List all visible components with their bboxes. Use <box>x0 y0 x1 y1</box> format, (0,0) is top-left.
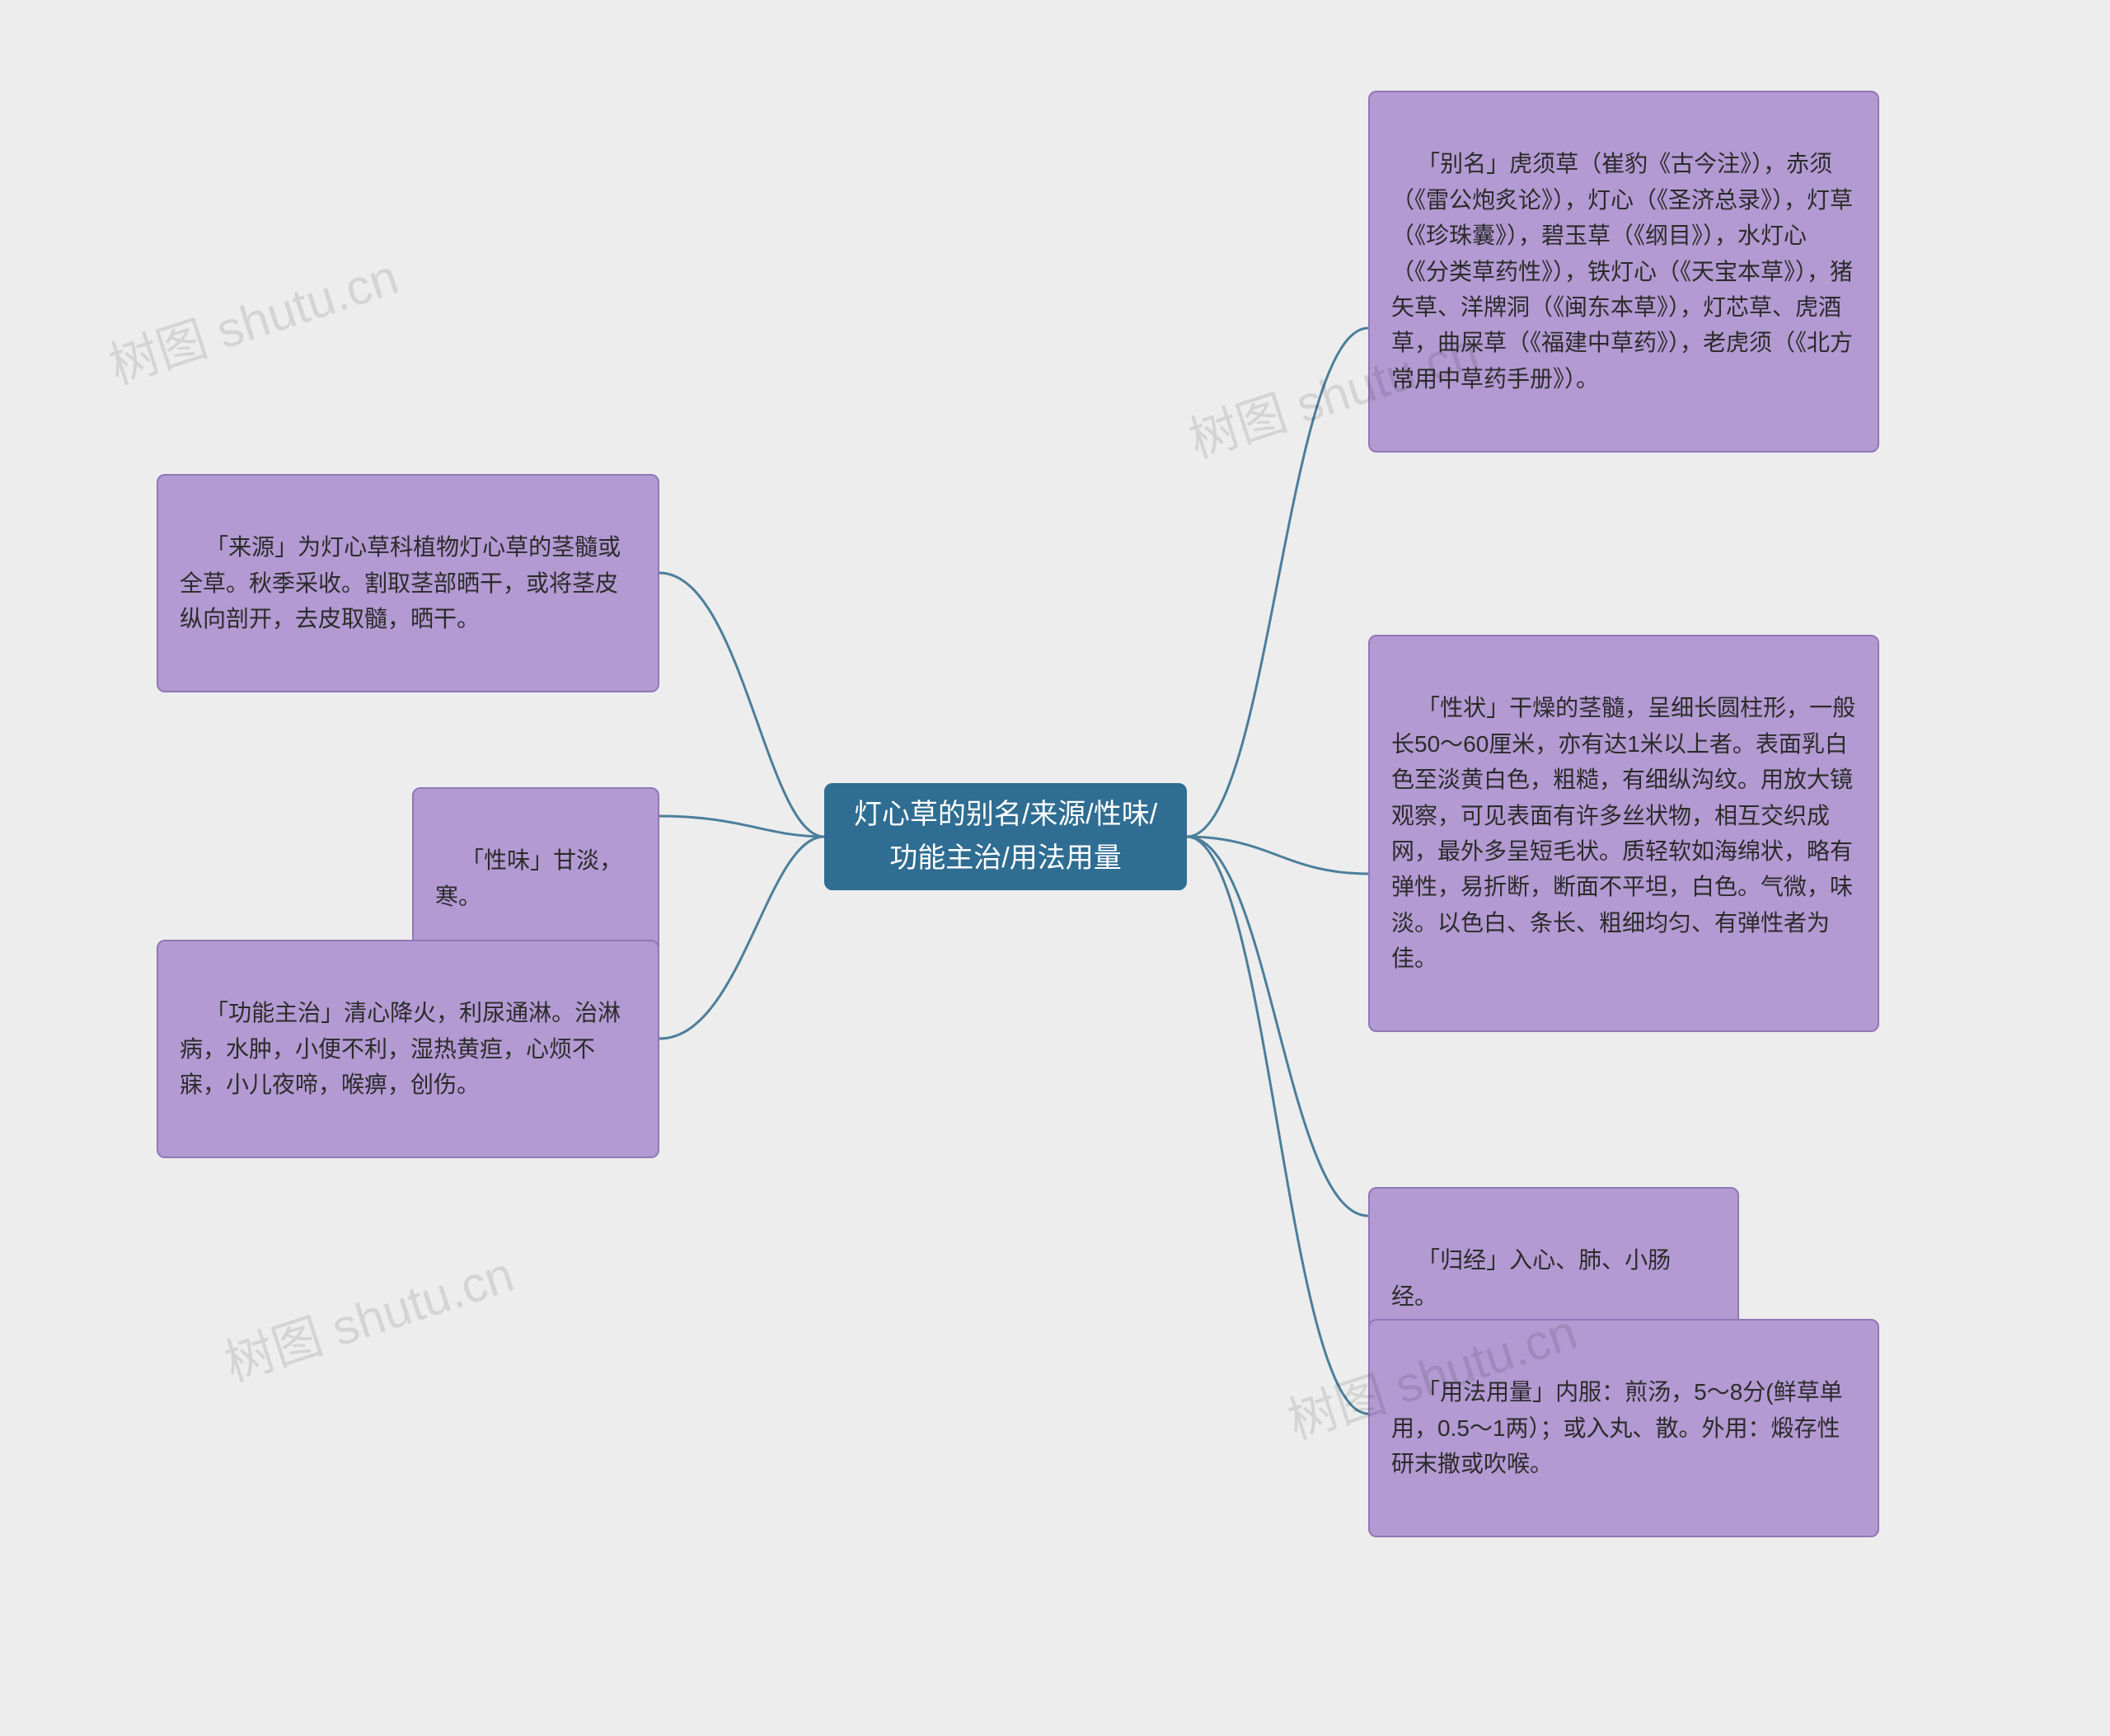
connector-yongfa <box>1187 837 1368 1414</box>
connector-gongneng <box>659 837 824 1039</box>
watermark: 树图 shutu.cn <box>214 1235 522 1396</box>
connector-laiyuan <box>659 573 824 837</box>
node-laiyuan-text: 「来源」为灯心草科植物灯心草的茎髓或全草。秋季采收。割取茎部晒干，或将茎皮纵向剖… <box>180 534 621 631</box>
center-node-text: 灯心草的别名/来源/性味/ 功能主治/用法用量 <box>854 793 1157 880</box>
connector-xingzhuang <box>1187 837 1368 874</box>
mindmap-canvas: 灯心草的别名/来源/性味/ 功能主治/用法用量 「来源」为灯心草科植物灯心草的茎… <box>0 0 2110 1736</box>
node-xingwei-text: 「性味」甘淡，寒。 <box>435 847 622 908</box>
node-gongneng-text: 「功能主治」清心降火，利尿通淋。治淋病，水肿，小便不利，湿热黄疸，心烦不寐，小儿… <box>180 1000 621 1097</box>
node-xingzhuang[interactable]: 「性状」干燥的茎髓，呈细长圆柱形，一般长50～60厘米，亦有达1米以上者。表面乳… <box>1368 635 1879 1032</box>
node-bieming[interactable]: 「别名」虎须草（崔豹《古今注》），赤须（《雷公炮炙论》），灯心（《圣济总录》），… <box>1368 91 1879 453</box>
center-node[interactable]: 灯心草的别名/来源/性味/ 功能主治/用法用量 <box>824 783 1187 890</box>
node-xingzhuang-text: 「性状」干燥的茎髓，呈细长圆柱形，一般长50～60厘米，亦有达1米以上者。表面乳… <box>1391 695 1855 971</box>
node-yongfa-text: 「用法用量」内服：煎汤，5～8分(鲜草单用，0.5～1两）；或入丸、散。外用：煅… <box>1391 1379 1843 1476</box>
node-guijing-text: 「归经」入心、肺、小肠经。 <box>1391 1247 1671 1308</box>
connector-bieming <box>1187 328 1368 837</box>
connector-guijing <box>1187 837 1368 1216</box>
node-bieming-text: 「别名」虎须草（崔豹《古今注》），赤须（《雷公炮炙论》），灯心（《圣济总录》），… <box>1391 151 1853 391</box>
node-laiyuan[interactable]: 「来源」为灯心草科植物灯心草的茎髓或全草。秋季采收。割取茎部晒干，或将茎皮纵向剖… <box>157 474 659 692</box>
connector-xingwei <box>659 816 824 837</box>
watermark: 树图 shutu.cn <box>99 237 406 398</box>
node-gongneng[interactable]: 「功能主治」清心降火，利尿通淋。治淋病，水肿，小便不利，湿热黄疸，心烦不寐，小儿… <box>157 940 659 1158</box>
node-yongfa[interactable]: 「用法用量」内服：煎汤，5～8分(鲜草单用，0.5～1两）；或入丸、散。外用：煅… <box>1368 1319 1879 1537</box>
